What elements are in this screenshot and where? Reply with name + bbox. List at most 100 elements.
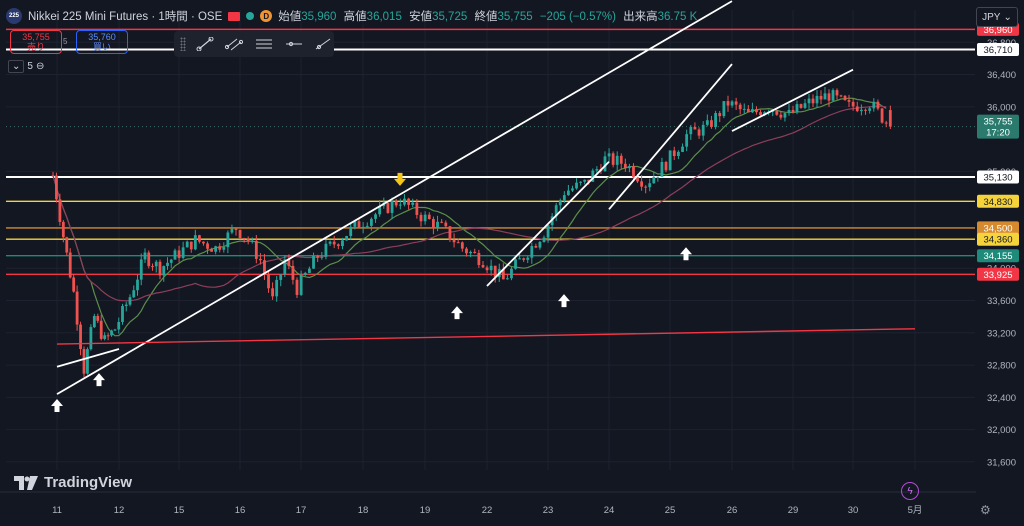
candle-body xyxy=(611,153,615,165)
symbol-title[interactable]: Nikkei 225 Mini Futures · 1時間 · OSE xyxy=(28,11,223,23)
candle-body xyxy=(827,93,831,101)
candle-body xyxy=(166,262,169,267)
candle-body xyxy=(222,247,226,250)
candle-body xyxy=(79,324,82,350)
trendline-tool-icon[interactable] xyxy=(194,34,216,54)
price-label-text: 34,500 xyxy=(983,223,1012,234)
drag-handle-icon[interactable] xyxy=(180,37,186,51)
link-icon[interactable]: ⊖ xyxy=(35,61,45,72)
candle-body xyxy=(779,114,783,118)
candle-body xyxy=(99,320,103,339)
indicator-toggle[interactable]: ⌄ 5 ⊖ xyxy=(8,60,44,73)
candle-body xyxy=(386,202,390,213)
price-label-tag xyxy=(977,43,1019,57)
ray-tool-icon[interactable] xyxy=(312,34,334,54)
chevron-down-icon[interactable]: ⌄ xyxy=(8,60,25,73)
candle-body xyxy=(419,214,423,222)
candle-body xyxy=(303,272,307,275)
sell-button[interactable]: 35,755 売り xyxy=(10,30,62,54)
line-settings-icon[interactable] xyxy=(253,34,275,54)
candle-body xyxy=(448,226,452,240)
candle-body xyxy=(681,146,684,152)
candle-body xyxy=(734,101,738,105)
candle-body xyxy=(136,279,139,291)
time-tick-label: 19 xyxy=(420,505,431,516)
candle-body xyxy=(169,259,173,263)
time-tick-label: 30 xyxy=(848,505,859,516)
candle-body xyxy=(151,266,154,268)
time-axis[interactable]: 11 12 15 16 17 18 19 22 23 24 25 26 29 30 5月 xyxy=(0,491,976,516)
candle-body xyxy=(677,151,680,157)
candle-body xyxy=(411,202,415,205)
trendlines[interactable] xyxy=(56,0,916,395)
flag-icon[interactable] xyxy=(228,11,241,21)
candle-body xyxy=(851,101,855,107)
candle-body xyxy=(374,214,377,219)
candle-body xyxy=(473,251,477,253)
candle-body xyxy=(271,288,274,297)
candle-body xyxy=(51,175,55,177)
bolt-icon[interactable]: ϟ xyxy=(901,482,919,500)
candle-body xyxy=(558,200,562,206)
candle-body xyxy=(378,206,382,215)
candle-body xyxy=(831,90,835,101)
candle-body xyxy=(206,243,209,249)
candle-body xyxy=(89,327,93,350)
down-arrow-marker xyxy=(394,172,406,186)
delayed-badge: D xyxy=(260,10,273,22)
candle-body xyxy=(121,306,124,322)
candle-body xyxy=(55,175,58,200)
candle-body xyxy=(193,235,197,250)
candle-body xyxy=(332,241,336,245)
price-label-tag xyxy=(977,114,1019,139)
parallel-channel-icon[interactable] xyxy=(224,34,246,54)
candle-body xyxy=(460,242,464,249)
candle-body xyxy=(308,268,311,273)
candle-body xyxy=(390,201,394,213)
candle-body xyxy=(353,221,357,227)
candle-body xyxy=(158,261,162,276)
price-tick-label: 33,200 xyxy=(987,328,1016,339)
candle-body xyxy=(510,268,513,279)
candle-body xyxy=(685,134,689,147)
candle-body xyxy=(124,304,128,307)
candle-body xyxy=(668,150,672,171)
settings-gear-icon[interactable]: ⚙ xyxy=(980,503,991,517)
candle-body xyxy=(652,176,656,184)
candle-body xyxy=(254,240,258,259)
candle-body xyxy=(575,182,578,189)
horizontal-line-icon[interactable] xyxy=(283,34,305,54)
candle-body xyxy=(823,93,827,100)
candle-body xyxy=(759,112,762,116)
candle-body xyxy=(58,199,62,222)
candle-body xyxy=(493,265,497,278)
currency-selector[interactable]: JPY ⌄ xyxy=(976,7,1018,27)
price-axis[interactable]: 31,60032,00032,40032,80033,20033,60034,0… xyxy=(976,0,1024,492)
candle-body xyxy=(803,103,807,108)
candle-body xyxy=(640,181,643,187)
candle-body xyxy=(154,261,158,267)
candle-body xyxy=(96,315,100,321)
candle-body xyxy=(603,156,607,172)
buy-button[interactable]: 35,760 買い xyxy=(76,30,128,54)
price-label-tag xyxy=(977,249,1019,263)
candle-body xyxy=(250,240,254,242)
candle-body xyxy=(230,228,234,233)
candle-body xyxy=(489,265,493,271)
time-tick-label: 15 xyxy=(174,505,185,516)
tradingview-logo[interactable]: TradingView xyxy=(14,474,132,491)
up-arrow-marker xyxy=(451,306,463,320)
candle-body xyxy=(242,237,246,239)
candle-body xyxy=(583,179,587,182)
candle-body xyxy=(876,101,880,109)
candle-body xyxy=(132,290,136,298)
candle-body xyxy=(705,120,709,125)
candle-body xyxy=(452,239,456,243)
sell-label: 売り xyxy=(26,42,45,52)
candle-body xyxy=(714,113,717,127)
candle-body xyxy=(522,258,526,260)
candle-body xyxy=(139,259,143,280)
candle-body xyxy=(162,266,166,276)
buy-label: 買い xyxy=(92,42,111,52)
